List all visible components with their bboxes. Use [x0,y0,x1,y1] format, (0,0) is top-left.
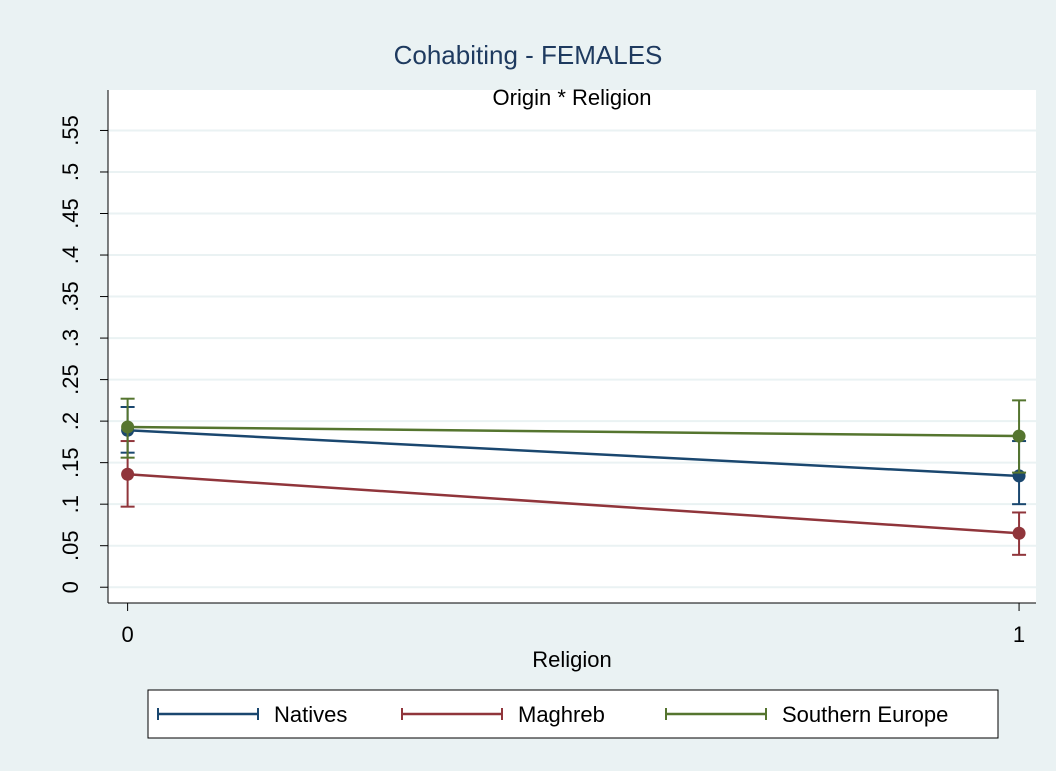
series-line [127,473,1020,535]
y-tick-label: .25 [58,364,83,395]
plot-region [108,90,1036,603]
y-tick-label: .35 [58,281,83,312]
chart-title: Cohabiting - FEMALES [394,40,663,70]
series-line [127,429,1020,478]
y-tick-label: .1 [58,495,83,513]
y-tick-label: .2 [58,412,83,430]
x-tick-label: 0 [121,622,133,647]
legend-label: Southern Europe [782,702,948,727]
y-tick-label: .15 [58,447,83,478]
point [121,420,135,434]
legend-box [147,689,999,739]
point [1012,429,1026,443]
y-tick-label: .55 [58,115,83,146]
x-axis-title: Religion [532,647,612,672]
y-tick-label: .05 [58,530,83,561]
chart-subtitle: Origin * Religion [493,85,652,110]
legend-label: Maghreb [518,702,605,727]
y-tick-label: .5 [58,163,83,181]
y-tick-label: .3 [58,329,83,347]
y-tick-label: 0 [58,581,83,593]
y-tick-label: .45 [58,198,83,229]
series-line [127,425,1020,438]
point [121,467,135,481]
point [1012,526,1026,540]
y-tick-label: .4 [58,246,83,264]
legend-label: Natives [274,702,347,727]
x-tick-label: 1 [1013,622,1025,647]
